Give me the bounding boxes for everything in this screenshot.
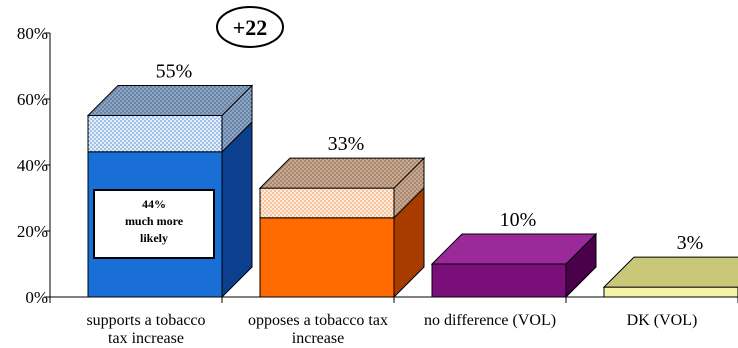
inner-annotation-line: 44% — [142, 197, 166, 211]
category-label: increase — [292, 330, 344, 347]
badge-text: +22 — [233, 15, 268, 40]
bar-front — [603, 286, 738, 298]
bar-top — [430, 233, 598, 265]
category-label: opposes a tobacco tax — [248, 312, 388, 329]
category-label: supports a tobacco — [86, 312, 205, 329]
value-label: 55% — [156, 61, 193, 83]
y-tick-label: 80% — [17, 24, 48, 43]
bar-upper-top — [86, 85, 254, 116]
bar-upper-front — [87, 115, 223, 153]
bar-upper-front — [259, 187, 395, 219]
inner-annotation-line: likely — [140, 231, 168, 245]
category-label: tax increase — [108, 330, 184, 347]
bar-3 — [602, 256, 738, 299]
y-tick-label: 0% — [25, 288, 48, 307]
value-label: 10% — [500, 209, 537, 231]
y-tick-label: 20% — [17, 222, 48, 241]
bar-lower-front — [259, 217, 395, 298]
y-tick-label: 60% — [17, 90, 48, 109]
inner-annotation-box — [93, 189, 215, 259]
badge-outline — [216, 6, 284, 48]
category-label: DK (VOL) — [627, 312, 698, 329]
y-tick-label: 40% — [17, 156, 48, 175]
category-label: no difference (VOL) — [424, 312, 556, 329]
bar-top — [602, 256, 738, 288]
inner-annotation: 44% much more likely — [93, 189, 215, 259]
difference-badge: +22 — [216, 6, 284, 48]
bar-2 — [430, 232, 598, 299]
bar-front — [431, 263, 567, 298]
value-label: 3% — [677, 232, 704, 254]
bar-upper-top — [258, 157, 426, 189]
bar-lower-side — [221, 120, 253, 299]
inner-annotation-line: much more — [125, 214, 184, 228]
value-label: 33% — [328, 133, 365, 155]
bar-1 — [258, 156, 426, 299]
